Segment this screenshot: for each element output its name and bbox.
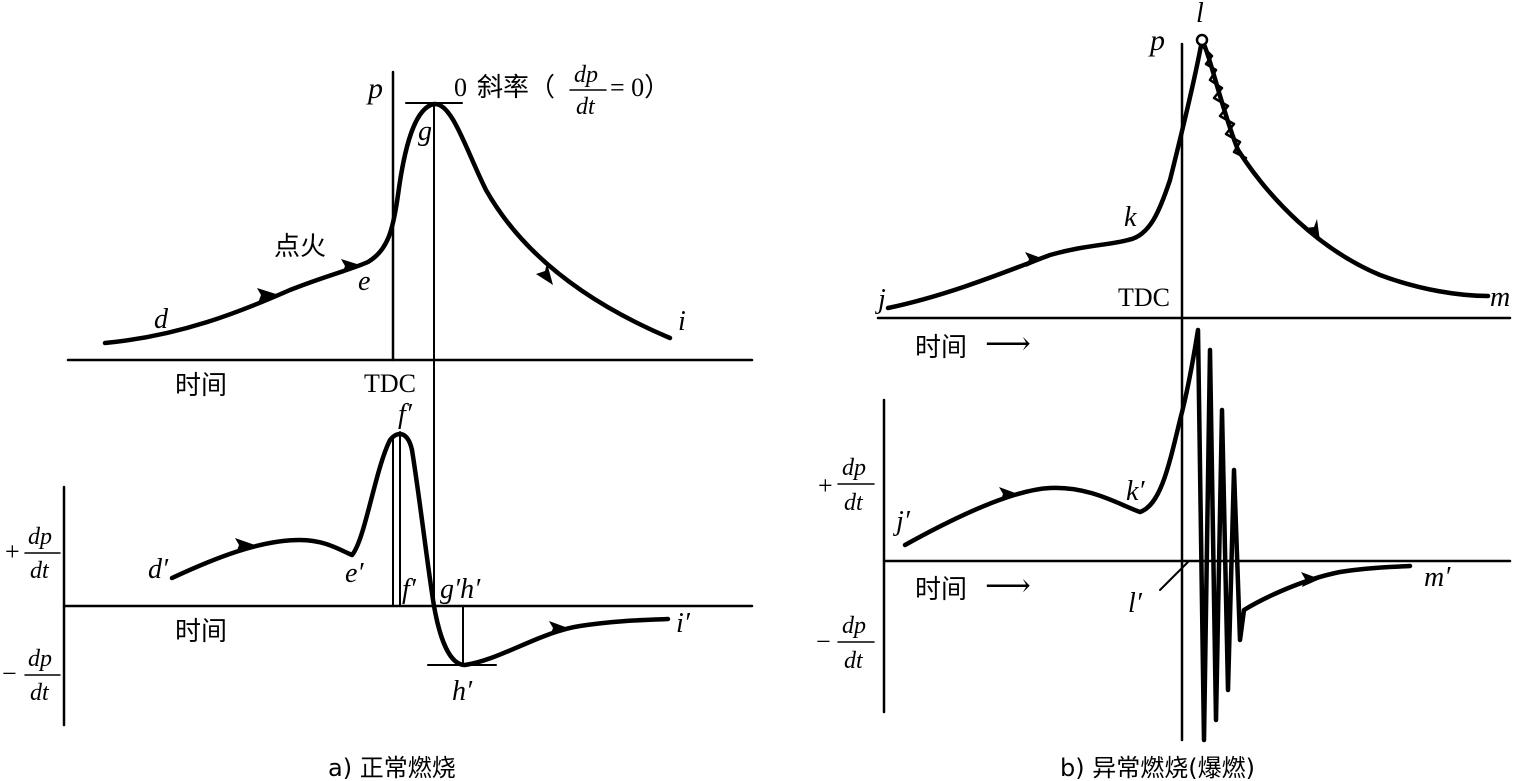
b-bottom-x-label: 时间 [915,575,967,605]
b-plus-sign: + [818,471,833,500]
a-slope-numerator: dp [574,62,598,88]
a-plus-numerator: dp [28,524,52,550]
a-point-e-prime: e′ [345,558,364,589]
a-pressure-arrow-2 [341,259,360,274]
a-point-h-prime: h′ [452,676,473,707]
a-derivative-curve [169,431,671,668]
a-point-f-top: f′ [398,399,413,430]
a-tdc-label: TDC [364,369,416,398]
b-bottom-x-arrow: ⟶ [985,567,1031,603]
b-minus-numerator: dp [842,613,866,639]
b-pressure-knock-jitter [1202,46,1248,160]
b-peak-marker [1195,33,1209,47]
b-point-j: j [875,284,886,315]
b-minus-sign: − [816,627,831,656]
b-top-y-label: p [1148,24,1165,57]
b-point-k: k [1124,202,1137,233]
a-top-x-label: 时间 [175,371,227,401]
a-slope-tail: = 0） [610,73,670,102]
a-minus-sign: − [2,659,17,688]
panel-a: p 0 斜率（ dp dt = 0） g 点火 e d i 时间 TDC + d… [2,62,754,781]
b-top-x-label: 时间 [915,333,967,363]
a-bottom-x-label: 时间 [175,617,227,647]
b-point-m-prime: m′ [1424,562,1451,593]
a-slope-zero: 0 [454,73,467,102]
a-pressure-curve [102,101,673,346]
a-caption: a) 正常燃烧 [328,754,456,781]
a-top-y-label: p [366,72,383,105]
b-tdc-label: TDC [1118,283,1170,312]
a-slope-denominator: dt [576,94,596,120]
a-pressure-arrow-1 [257,288,276,303]
b-caption: b) 异常燃烧(爆燃) [1060,754,1255,781]
a-minus-numerator: dp [28,646,52,672]
a-minus-denominator: dt [30,680,50,706]
a-slope-text: 斜率（ [477,73,555,103]
a-point-d-prime: d′ [148,554,169,585]
b-point-k-prime: k′ [1126,476,1145,507]
b-derivative-arrow-2 [1301,572,1320,587]
a-point-g: g [418,116,432,147]
b-point-l-prime: l′ [1128,588,1143,619]
a-point-e: e [358,266,370,297]
b-plus-denominator: dt [844,490,864,516]
a-pressure-arrow-3 [536,263,553,285]
b-point-l: l [1196,0,1204,29]
b-top-x-arrow: ⟶ [985,325,1031,361]
b-derivative-arrow-1 [999,487,1018,502]
a-point-i-prime: i′ [676,608,691,639]
b-plus-numerator: dp [842,455,866,481]
b-point-m: m [1490,282,1510,313]
b-pressure-arrow-1 [1025,252,1044,267]
b-point-j-prime: j′ [893,506,911,537]
a-plus-denominator: dt [30,558,50,584]
a-point-f-bottom: f′ [402,574,417,605]
b-pressure-curve [885,37,1491,311]
a-point-i: i [678,306,686,337]
a-point-gh-prime: g′h′ [440,574,481,605]
b-derivative-curve [902,327,1413,743]
b-minus-denominator: dt [844,648,864,674]
panel-b: p l k j m TDC 时间 ⟶ + dp dt − dp dt j′ k′… [816,0,1512,781]
a-plus-sign: + [5,537,20,566]
a-ignition-label: 点火 [274,232,326,262]
a-derivative-arrow-1 [235,538,255,553]
a-point-d: d [154,304,169,335]
b-l-prime-leader [1159,561,1189,591]
b-pressure-arrow-2 [1305,219,1320,241]
a-derivative-arrow-2 [549,621,568,636]
